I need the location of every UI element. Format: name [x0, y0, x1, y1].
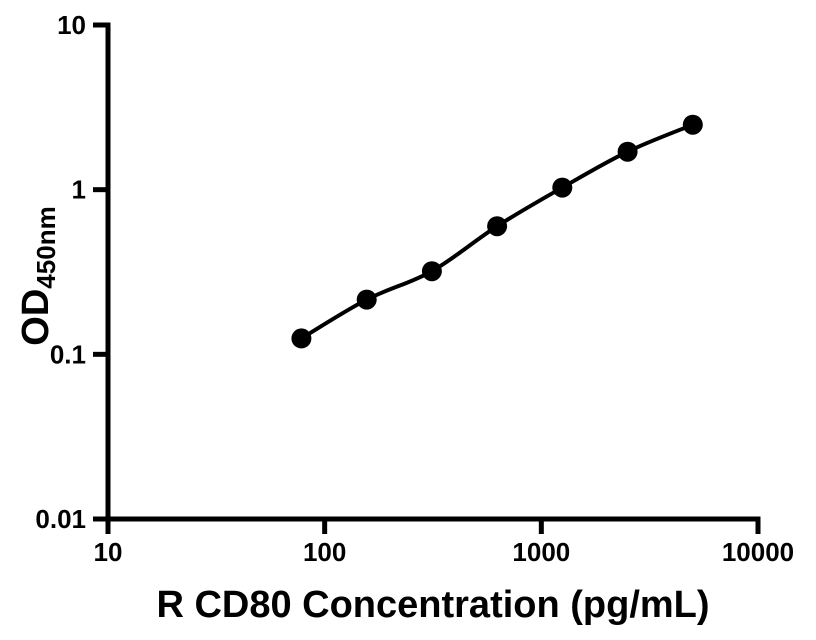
y-tick-label: 10 [57, 10, 86, 40]
y-tick-label: 0.01 [35, 504, 86, 534]
y-axis-title-main: OD [15, 289, 57, 346]
data-point [356, 289, 377, 310]
y-tick-label: 1 [72, 175, 86, 205]
x-tick-label: 10 [94, 537, 123, 567]
y-axis-title-subscript: 450nm [31, 206, 61, 288]
svg-text:OD450nm: OD450nm [15, 206, 61, 345]
data-point [617, 141, 638, 162]
x-tick-label: 100 [303, 537, 346, 567]
x-axis-title: R CD80 Concentration (pg/mL) [156, 584, 709, 626]
data-point [421, 261, 442, 282]
data-point [291, 328, 312, 349]
data-point [552, 177, 573, 198]
x-tick-label: 1000 [512, 537, 570, 567]
data-point [682, 114, 703, 135]
y-tick-label: 0.1 [50, 339, 86, 369]
x-tick-label: 10000 [722, 537, 794, 567]
plot-area: 10 100 1000 10000 10 1 0.1 0.01 [35, 10, 794, 567]
y-axis-title: OD450nm [15, 206, 61, 345]
data-point [487, 216, 508, 237]
